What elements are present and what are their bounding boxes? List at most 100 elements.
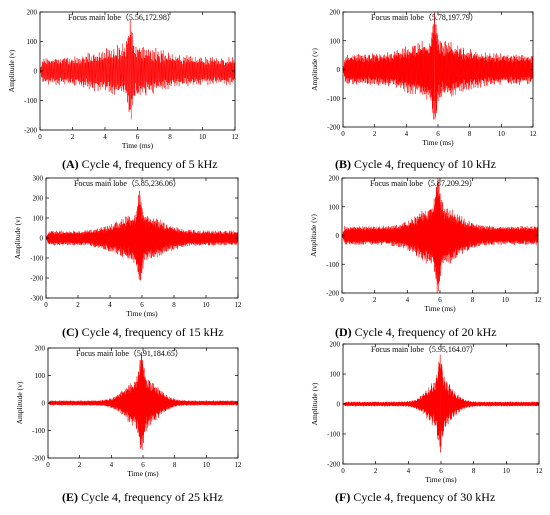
x-tick-label: 0 [38, 133, 42, 141]
caption-d-text: Cycle 4, frequency of 20 kHz [354, 325, 497, 339]
y-tick-label: 200 [330, 9, 341, 17]
peak-annotation: Focus main lobe（5.78,197.79） [371, 13, 478, 22]
caption-c-text: Cycle 4, frequency of 15 kHz [81, 325, 224, 339]
caption-f: (F) Cycle 4, frequency of 30 kHz [335, 490, 496, 504]
y-tick-label: 200 [33, 195, 44, 203]
y-tick-label: -100 [30, 255, 43, 263]
y-tick-label: 300 [33, 175, 44, 183]
x-tick-label: 2 [374, 467, 378, 475]
x-tick-label: 4 [108, 301, 112, 309]
signal-line [342, 354, 540, 453]
caption-b-text: Cycle 4, frequency of 10 kHz [354, 157, 496, 171]
y-tick-label: 200 [27, 9, 38, 17]
y-tick-label: 100 [329, 203, 340, 211]
y-tick-label: -200 [327, 124, 340, 132]
x-tick-label: 0 [340, 296, 344, 304]
x-tick-label: 12 [232, 133, 240, 141]
x-tick-label: 2 [76, 301, 80, 309]
x-axis-title: Time (ms) [127, 469, 159, 478]
chart-panel-e: 0 2 4 6 8 10 12 -200 -100 0 100 200 Time (ms) Amplitu… [15, 345, 242, 479]
chart-panel-f: 0 2 4 6 8 10 12 -200 -100 0 100 200 Time (ms) Amplitu… [310, 341, 543, 485]
x-tick-label: 4 [103, 133, 107, 141]
peak-annotation: Focus main lobe（5.91,184.65） [76, 349, 183, 358]
y-tick-label: -100 [327, 431, 340, 439]
x-tick-label: 0 [341, 467, 345, 475]
y-tick-label: 200 [329, 175, 340, 183]
y-tick-label: 100 [27, 38, 38, 46]
x-tick-label: 12 [535, 296, 543, 304]
x-tick-label: 2 [78, 461, 82, 469]
y-tick-label: 200 [35, 345, 46, 353]
caption-e-text: Cycle 4, frequency of 25 kHz [81, 490, 223, 504]
caption-f-text: Cycle 4, frequency of 30 kHz [353, 490, 496, 504]
x-tick-label: 10 [199, 133, 207, 141]
x-tick-label: 6 [141, 461, 145, 469]
y-tick-label: 0 [337, 66, 341, 74]
y-axis-title: Amplitude (v) [310, 48, 319, 91]
x-tick-label: 6 [140, 301, 144, 309]
x-axis-title: Time (ms) [422, 138, 454, 147]
chart-panel-d: 0 2 4 6 8 10 12 -200 -100 0 100 200 Time (ms) Amplitu… [309, 175, 542, 314]
x-tick-label: 8 [472, 467, 476, 475]
y-tick-label: 0 [42, 400, 46, 408]
x-tick-label: 10 [502, 296, 510, 304]
caption-b: (B) Cycle 4, frequency of 10 kHz [335, 157, 496, 171]
y-axis-title: Amplitude (v) [15, 381, 24, 424]
y-tick-label: -100 [327, 95, 340, 103]
x-tick-label: 12 [235, 461, 243, 469]
x-tick-label: 2 [373, 130, 377, 138]
chart-panel-a: 0 2 4 6 8 10 12 -200 -100 0 100 200 Time (ms) Amplitu… [7, 9, 239, 151]
x-tick-label: 4 [407, 467, 411, 475]
y-tick-label: -100 [32, 427, 45, 435]
signal-line [341, 177, 539, 293]
x-tick-label: 6 [436, 130, 440, 138]
x-tick-label: 0 [46, 461, 50, 469]
peak-annotation: Focus main lobe（5.87,209.29） [370, 179, 477, 188]
y-axis-title: Amplitude (v) [310, 382, 319, 425]
x-tick-label: 4 [110, 461, 114, 469]
caption-e: (E) Cycle 4, frequency of 25 kHz [62, 490, 223, 504]
y-axis-title: Amplitude (v) [7, 49, 16, 92]
caption-a: (A) Cycle 4, frequency of 5 kHz [62, 157, 218, 171]
x-tick-label: 10 [498, 130, 506, 138]
chart-panel-c: 0 2 4 6 8 10 12 -300 -200 -100 0 100 200 300 Time (ms)… [13, 175, 242, 319]
x-tick-label: 4 [405, 130, 409, 138]
y-tick-label: -200 [326, 290, 339, 298]
y-tick-label: 200 [330, 341, 341, 349]
x-tick-label: 0 [44, 301, 48, 309]
x-tick-label: 4 [406, 296, 410, 304]
peak-annotation: Focus main lobe（5.56,172.98） [68, 13, 175, 22]
x-tick-label: 10 [203, 301, 211, 309]
caption-a-text: Cycle 4, frequency of 5 kHz [81, 157, 218, 171]
y-tick-label: -200 [32, 455, 45, 463]
y-tick-label: 100 [330, 371, 341, 379]
x-tick-label: 6 [439, 467, 443, 475]
x-axis-title: Time (ms) [425, 475, 457, 484]
y-tick-label: 100 [330, 37, 341, 45]
y-tick-label: -300 [30, 295, 43, 303]
y-tick-label: 0 [40, 235, 44, 243]
x-tick-label: 12 [530, 130, 538, 138]
x-tick-label: 8 [168, 133, 172, 141]
x-tick-label: 12 [235, 301, 243, 309]
y-tick-label: -100 [24, 97, 37, 105]
peak-annotation: Focus main lobe（5.95,164.07） [371, 345, 478, 354]
y-tick-label: -200 [327, 461, 340, 469]
x-axis-title: Time (ms) [424, 304, 456, 313]
x-tick-label: 6 [136, 133, 140, 141]
signal-line [45, 190, 239, 281]
y-axis-title: Amplitude (v) [13, 216, 22, 259]
x-tick-label: 10 [203, 461, 211, 469]
y-tick-label: 100 [33, 215, 44, 223]
x-tick-label: 8 [172, 301, 176, 309]
signal-line [47, 351, 239, 450]
x-tick-label: 2 [71, 133, 75, 141]
x-tick-label: 12 [536, 467, 544, 475]
y-tick-label: 100 [35, 372, 46, 380]
x-tick-label: 0 [341, 130, 345, 138]
x-tick-label: 2 [373, 296, 377, 304]
x-axis-title: Time (ms) [122, 141, 154, 150]
signal-line [39, 19, 236, 120]
peak-annotation: Focus main lobe（5.85,236.06） [74, 179, 181, 188]
